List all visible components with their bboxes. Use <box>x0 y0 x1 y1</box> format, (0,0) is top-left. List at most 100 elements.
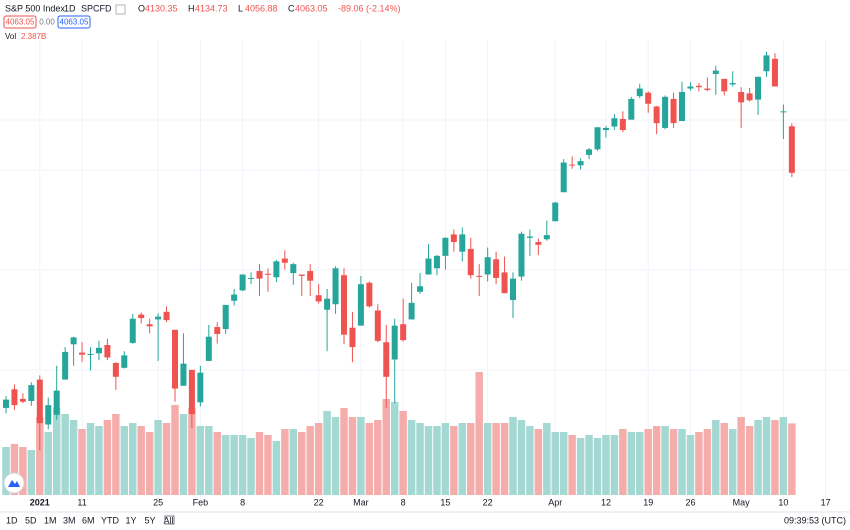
range-button[interactable]: 1D <box>6 515 18 525</box>
candle-body <box>577 161 584 166</box>
volume-bar <box>348 417 357 495</box>
volume-bar <box>636 432 644 495</box>
price-pane <box>3 51 795 451</box>
volume-bar <box>230 435 238 495</box>
range-button[interactable]: YTD <box>101 515 120 525</box>
candle-body <box>222 304 229 330</box>
legend-key: O <box>138 3 145 13</box>
range-button[interactable]: 3M <box>63 515 76 525</box>
candle-body <box>273 261 280 278</box>
range-button[interactable]: 5Y <box>145 515 156 525</box>
vol-value: 2.387B <box>21 32 46 41</box>
candle-body <box>3 399 9 408</box>
volume-bar <box>120 426 129 495</box>
candle-body <box>163 311 170 321</box>
candle-body <box>788 126 795 173</box>
candle-body <box>501 272 508 294</box>
candle-body <box>645 92 652 104</box>
volume-bar <box>762 417 771 495</box>
candle-body <box>712 70 719 75</box>
volume-bar <box>129 423 137 495</box>
candle-body <box>332 268 339 305</box>
volume-bar <box>559 432 568 495</box>
candle-body <box>391 325 398 360</box>
logo-mark <box>8 480 20 487</box>
volume-bar <box>424 426 433 495</box>
volume-bar <box>298 432 306 495</box>
volume-bar <box>238 435 247 495</box>
volume-bar <box>171 405 179 495</box>
candle-body <box>214 327 221 334</box>
volume-bar <box>458 423 467 495</box>
volume-bar <box>585 435 593 495</box>
legend-value: 4130.35 <box>145 3 178 13</box>
volume-bar <box>382 399 390 495</box>
volume-bar <box>340 408 348 495</box>
volume-bar <box>52 408 61 495</box>
candle-body <box>70 337 77 345</box>
candle-body <box>112 362 119 377</box>
candle-body <box>298 274 305 276</box>
date-range-icon[interactable] <box>164 515 175 525</box>
candle-body <box>425 258 432 275</box>
volume-bar <box>779 417 788 495</box>
candle-body <box>526 236 533 238</box>
volume-bar <box>137 426 145 495</box>
volume-pane <box>2 372 796 495</box>
volume-bar <box>661 426 669 495</box>
range-button[interactable]: 5D <box>25 515 37 525</box>
candle-body <box>281 258 288 263</box>
range-button[interactable]: 6M <box>82 515 95 525</box>
volume-bar <box>162 423 171 495</box>
candle-body <box>366 282 373 307</box>
volume-bar <box>475 372 483 495</box>
bid-box <box>3 15 37 29</box>
x-tick-label: 10 <box>778 497 788 507</box>
volume-bar <box>652 426 661 495</box>
volume-bar <box>221 435 230 495</box>
range-button[interactable]: 1Y <box>126 515 137 525</box>
candle-body <box>19 398 26 402</box>
volume-bar <box>712 420 720 495</box>
volume-bar <box>416 423 424 495</box>
volume-bar <box>365 423 374 495</box>
x-tick-label: 8 <box>401 497 406 507</box>
volume-bar <box>517 420 526 495</box>
x-tick-label: 15 <box>440 497 450 507</box>
candle-body <box>518 233 525 277</box>
volume-bar <box>686 435 695 495</box>
volume-bar <box>500 423 509 495</box>
range-button[interactable]: All <box>164 515 174 525</box>
candle-body <box>417 286 424 292</box>
candle-body <box>746 93 753 101</box>
volume-bar <box>745 426 754 495</box>
volume-bar <box>526 426 534 495</box>
volume-bar <box>593 438 602 495</box>
candle-body <box>450 234 457 243</box>
spread: 0.00 <box>39 18 55 27</box>
volume-bar <box>602 435 610 495</box>
interval: 1D <box>64 3 76 13</box>
candle-body <box>594 127 601 150</box>
candle-body <box>349 327 356 348</box>
candle-body <box>95 347 102 354</box>
x-tick-label: 17 <box>821 497 831 507</box>
candle-body <box>264 273 271 275</box>
candle-body <box>535 242 542 245</box>
volume-bar <box>281 429 289 495</box>
volume-bar <box>543 423 551 495</box>
x-tick-label: 22 <box>314 497 324 507</box>
x-tick-label: Feb <box>193 497 209 507</box>
toggle-icon[interactable] <box>115 4 126 15</box>
range-button[interactable]: 1M <box>44 515 57 525</box>
candle-body <box>510 278 516 301</box>
x-axis: 2021 11 25 Feb 8 22 Mar 8 15 22 Apr 12 19 26 May 10 17 <box>30 497 831 507</box>
volume-bar <box>467 423 475 495</box>
legend-key: C <box>288 3 295 13</box>
volume-bar <box>272 441 281 495</box>
candle-body <box>679 92 685 122</box>
legend-change: -89.06 (-2.14%) <box>338 3 401 13</box>
candle-body <box>738 92 745 103</box>
candle-body <box>467 248 474 276</box>
